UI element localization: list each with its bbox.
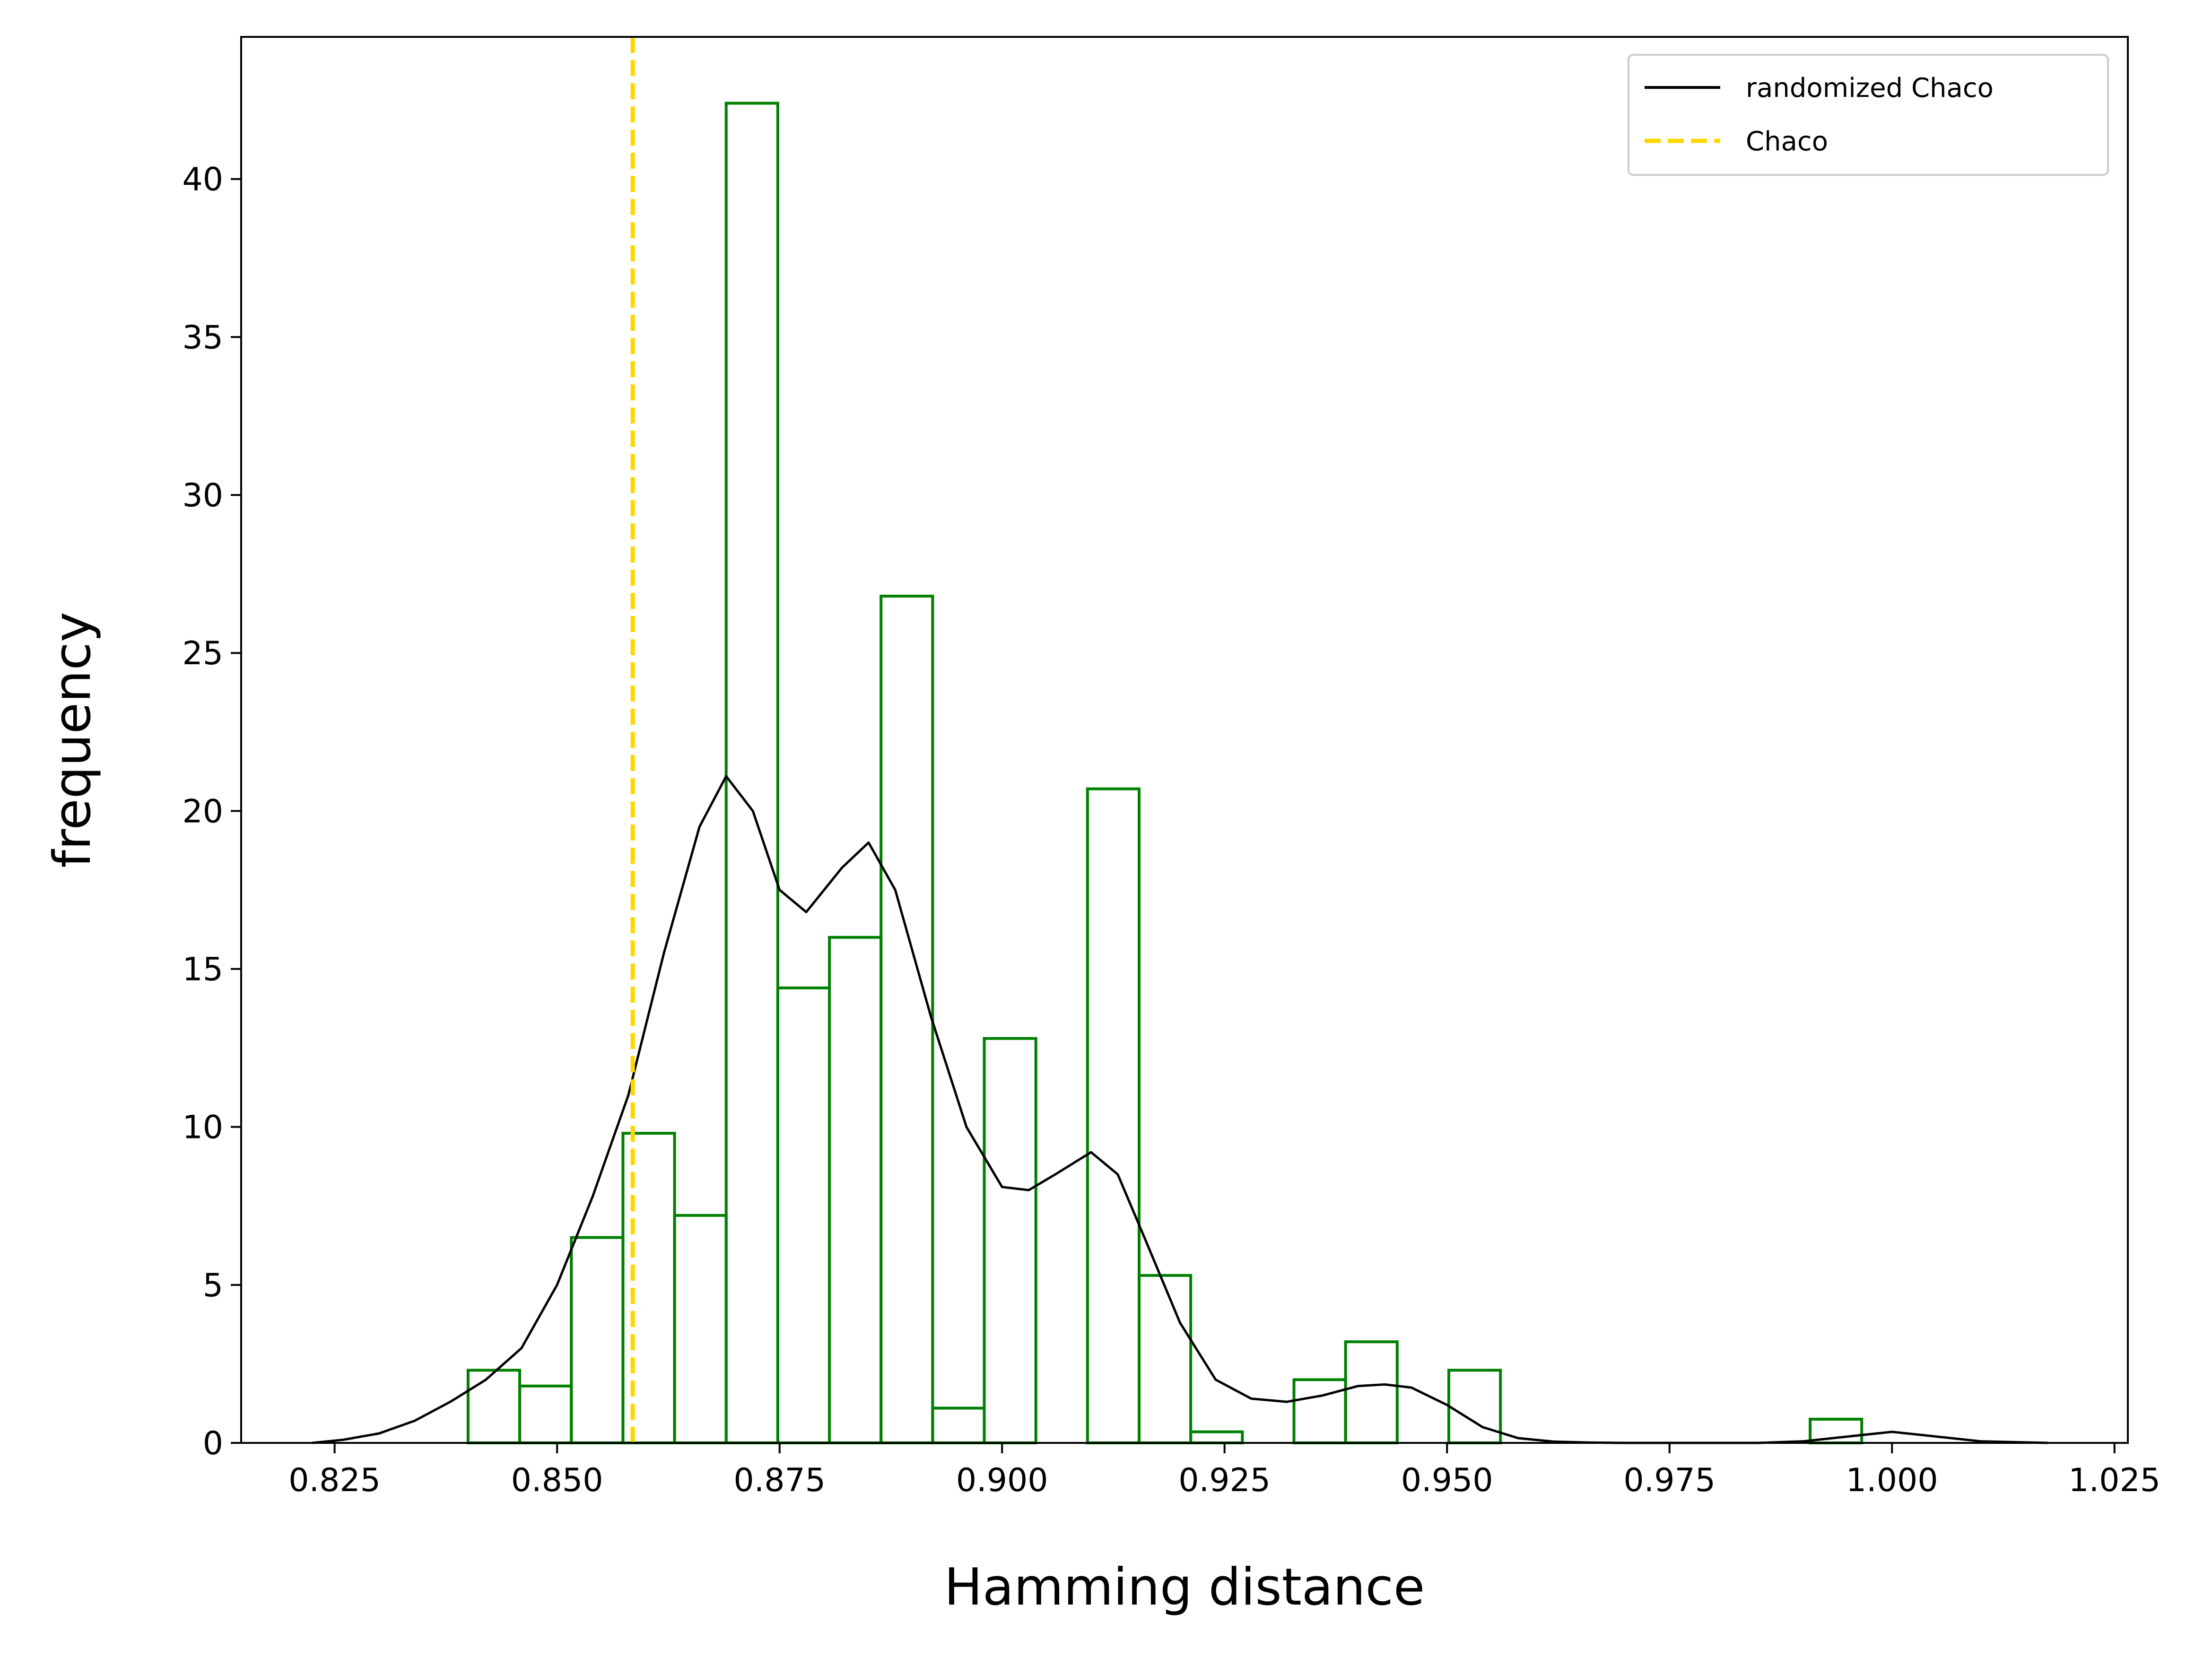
- legend: randomized Chaco Chaco: [1628, 54, 2109, 176]
- x-tick-label: 0.875: [733, 1462, 826, 1499]
- histogram-bar: [724, 102, 779, 1445]
- y-tick-label: 0: [203, 1425, 223, 1462]
- plot-area: [312, 37, 2048, 1445]
- x-tick-label: 1.000: [1846, 1462, 1938, 1499]
- x-tick-label: 1.025: [2068, 1462, 2160, 1499]
- y-tick-label: 10: [182, 1109, 223, 1146]
- histogram-bar: [931, 1406, 986, 1444]
- histogram-bar: [466, 1369, 522, 1444]
- x-tick-label: 0.850: [511, 1462, 603, 1499]
- histogram-bar: [1344, 1340, 1399, 1445]
- y-tick-label: 35: [182, 319, 223, 356]
- histogram-bar: [828, 936, 883, 1444]
- histogram-bar: [570, 1236, 625, 1444]
- x-tick-label: 0.825: [288, 1462, 381, 1499]
- y-axis: 0 5 10 15 20 25 30 35 40: [182, 161, 241, 1462]
- histogram-bar: [1292, 1378, 1347, 1445]
- histogram-bar: [1086, 787, 1141, 1444]
- legend-label-chaco: Chaco: [1746, 126, 1828, 157]
- axes-frame: [240, 36, 2129, 1444]
- histogram-bar: [1447, 1369, 1502, 1444]
- y-tick-label: 15: [182, 951, 223, 989]
- histogram-bar: [880, 594, 934, 1444]
- y-tick-label: 25: [182, 635, 223, 672]
- legend-label-randomized-chaco: randomized Chaco: [1746, 73, 1994, 104]
- x-axis: 0.825 0.850 0.875 0.900 0.925 0.950 0.975 1.000…: [288, 1443, 2160, 1499]
- x-axis-label: Hamming distance: [944, 1558, 1425, 1617]
- histogram-bar: [673, 1214, 728, 1444]
- histogram-bar: [518, 1384, 573, 1444]
- y-tick-label: 30: [182, 477, 223, 514]
- y-tick-label: 5: [203, 1267, 223, 1304]
- histogram-bar: [983, 1037, 1037, 1445]
- histogram-bar: [1138, 1274, 1193, 1444]
- x-tick-label: 0.925: [1178, 1462, 1271, 1499]
- histogram-bar: [776, 986, 831, 1444]
- x-tick-label: 0.950: [1401, 1462, 1493, 1499]
- legend-box: [1628, 54, 2109, 176]
- x-tick-label: 0.975: [1623, 1462, 1716, 1499]
- y-tick-label: 20: [182, 793, 223, 830]
- x-tick-label: 0.900: [956, 1462, 1048, 1499]
- histogram-bar: [1189, 1430, 1244, 1444]
- y-axis-label: frequency: [43, 612, 102, 868]
- y-tick-label: 40: [182, 161, 223, 199]
